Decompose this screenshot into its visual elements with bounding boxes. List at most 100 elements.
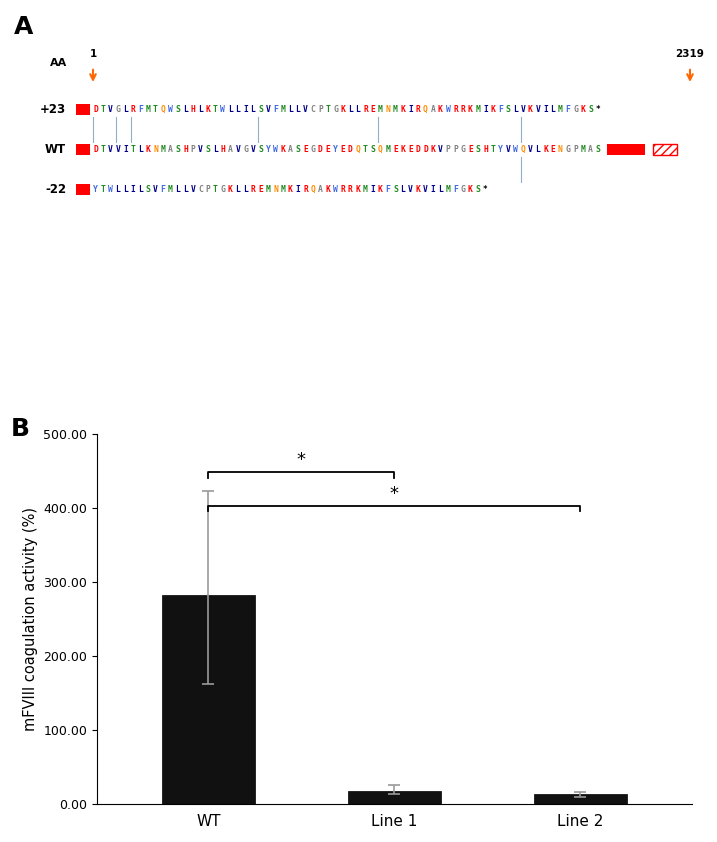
- Bar: [534, 795, 627, 804]
- Text: F: F: [566, 105, 571, 115]
- Text: T: T: [213, 105, 218, 115]
- Text: N: N: [558, 145, 563, 154]
- Text: L: L: [198, 105, 203, 115]
- Text: V: V: [198, 145, 203, 154]
- Text: L: L: [348, 105, 353, 115]
- Y-axis label: mFVIII coagulation activity (%): mFVIII coagulation activity (%): [22, 507, 37, 731]
- Text: D: D: [348, 145, 353, 154]
- Text: P: P: [318, 105, 323, 115]
- Text: L: L: [123, 185, 128, 195]
- Text: S: S: [588, 105, 593, 115]
- Text: E: E: [371, 105, 376, 115]
- Text: T: T: [213, 185, 218, 195]
- Text: S: S: [176, 145, 181, 154]
- Text: H: H: [183, 145, 188, 154]
- Text: R: R: [460, 105, 465, 115]
- Text: S: S: [176, 105, 181, 115]
- Text: I: I: [483, 105, 488, 115]
- Text: G: G: [243, 145, 248, 154]
- Text: F: F: [453, 185, 458, 195]
- Text: Q: Q: [356, 145, 361, 154]
- Text: V: V: [423, 185, 428, 195]
- Text: D: D: [423, 145, 428, 154]
- Text: K: K: [288, 185, 293, 195]
- Bar: [607, 144, 645, 155]
- Text: K: K: [528, 105, 533, 115]
- Text: *: *: [483, 185, 488, 195]
- Text: L: L: [115, 185, 120, 195]
- Text: Q: Q: [521, 145, 526, 154]
- Text: H: H: [191, 105, 195, 115]
- Text: K: K: [356, 185, 361, 195]
- Text: L: L: [250, 105, 255, 115]
- Text: W: W: [513, 145, 518, 154]
- Text: L: L: [235, 105, 240, 115]
- Text: C: C: [198, 185, 203, 195]
- Text: A: A: [228, 145, 233, 154]
- Text: F: F: [138, 105, 143, 115]
- Text: D: D: [318, 145, 323, 154]
- Text: Y: Y: [333, 145, 338, 154]
- Text: M: M: [363, 185, 368, 195]
- Text: L: L: [176, 185, 181, 195]
- Text: R: R: [341, 185, 346, 195]
- Text: V: V: [191, 185, 195, 195]
- Text: R: R: [130, 105, 136, 115]
- Text: K: K: [401, 105, 405, 115]
- Text: P: P: [191, 145, 195, 154]
- Text: P: P: [453, 145, 458, 154]
- Text: A: A: [14, 15, 34, 39]
- Text: L: L: [401, 185, 405, 195]
- Text: R: R: [303, 185, 308, 195]
- Text: V: V: [115, 145, 120, 154]
- Text: H: H: [221, 145, 225, 154]
- Text: V: V: [438, 145, 443, 154]
- Text: T: T: [363, 145, 368, 154]
- Text: G: G: [333, 105, 338, 115]
- Bar: [348, 791, 441, 804]
- Text: E: E: [408, 145, 413, 154]
- Text: G: G: [221, 185, 225, 195]
- Text: G: G: [115, 105, 120, 115]
- Text: C: C: [310, 105, 315, 115]
- Text: T: T: [130, 145, 136, 154]
- Text: L: L: [551, 105, 556, 115]
- Text: Q: Q: [310, 185, 315, 195]
- Text: D: D: [93, 145, 98, 154]
- Text: I: I: [371, 185, 376, 195]
- Text: L: L: [213, 145, 218, 154]
- Text: K: K: [146, 145, 151, 154]
- Text: M: M: [445, 185, 450, 195]
- Text: K: K: [430, 145, 435, 154]
- Text: K: K: [415, 185, 420, 195]
- Text: S: S: [505, 105, 511, 115]
- Text: S: S: [475, 145, 480, 154]
- Text: M: M: [393, 105, 398, 115]
- Text: E: E: [341, 145, 346, 154]
- Text: M: M: [265, 185, 270, 195]
- Text: A: A: [430, 105, 435, 115]
- Text: WT: WT: [45, 143, 66, 156]
- Text: G: G: [566, 145, 571, 154]
- Bar: [162, 595, 255, 804]
- Text: R: R: [250, 185, 255, 195]
- Text: H: H: [483, 145, 488, 154]
- Text: W: W: [168, 105, 173, 115]
- Text: K: K: [326, 185, 331, 195]
- Text: M: M: [280, 105, 285, 115]
- Text: V: V: [250, 145, 255, 154]
- Text: T: T: [326, 105, 331, 115]
- Text: L: L: [138, 185, 143, 195]
- Text: L: L: [295, 105, 300, 115]
- Text: 1: 1: [90, 49, 97, 59]
- Text: Y: Y: [265, 145, 270, 154]
- Text: L: L: [243, 185, 248, 195]
- Text: R: R: [363, 105, 368, 115]
- Text: K: K: [581, 105, 585, 115]
- Text: K: K: [543, 145, 548, 154]
- Text: K: K: [468, 185, 473, 195]
- Text: M: M: [146, 105, 151, 115]
- Text: L: L: [536, 145, 541, 154]
- Text: V: V: [108, 145, 113, 154]
- Text: I: I: [123, 145, 128, 154]
